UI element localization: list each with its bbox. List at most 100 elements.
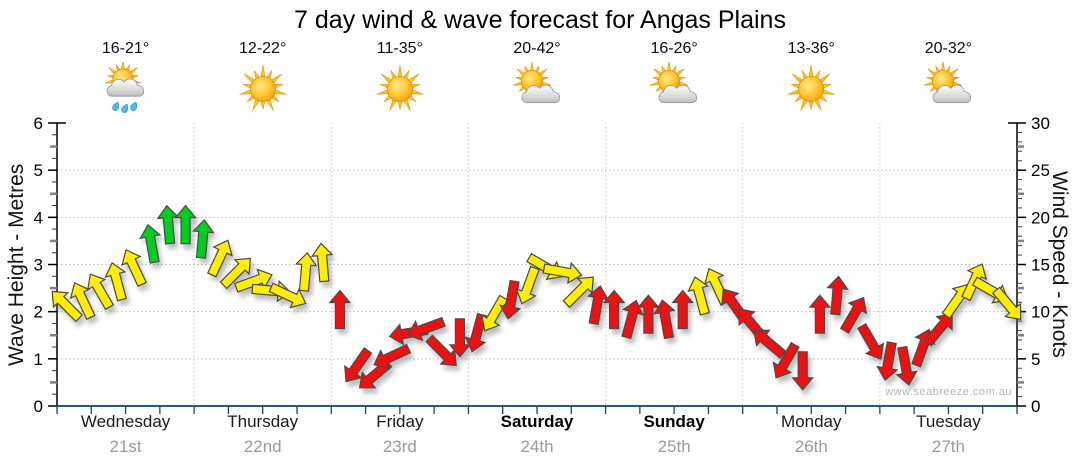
day-name: Sunday xyxy=(643,412,705,431)
wind-speed-axis-title: Wind Speed - Knots xyxy=(1048,171,1071,358)
sun-cloud-icon xyxy=(512,61,561,104)
wave-height-tick-label: 6 xyxy=(34,114,43,133)
wave-height-axis-title: Wave Height - Metres xyxy=(5,163,28,366)
day-forecast: 20-42° xyxy=(472,40,602,116)
wind-arrow xyxy=(653,299,676,340)
wind-arrow xyxy=(310,242,334,283)
wind-arrow-series xyxy=(51,204,1022,391)
wind-arrow xyxy=(294,251,318,292)
temperature-range: 16-21° xyxy=(101,40,150,57)
wind-speed-tick-label: 20 xyxy=(1031,208,1050,227)
day-label: Sunday 25th xyxy=(599,410,749,460)
wind-arrow xyxy=(515,265,540,305)
weather-icon xyxy=(198,62,328,116)
day-name: Thursday xyxy=(227,412,299,431)
temperature-range: 13-36° xyxy=(787,40,835,57)
watermark: www.seabreeze.com.au xyxy=(885,386,1012,398)
weather-icon xyxy=(883,61,1013,116)
wind-arrow xyxy=(839,296,868,334)
day-forecast: 16-21° xyxy=(61,40,191,116)
wind-speed-tick-label: 5 xyxy=(1031,350,1040,369)
wind-speed-tick-label: 0 xyxy=(1031,397,1040,416)
wind-arrow xyxy=(876,341,899,382)
wind-arrow xyxy=(637,294,660,334)
wind-speed-axis: 0 5 10 15 20 25 30 xyxy=(1017,114,1050,416)
wind-arrow xyxy=(268,282,307,309)
sun-cloud-icon xyxy=(924,61,972,104)
day-name: Tuesday xyxy=(916,412,981,431)
wind-speed-tick-label: 25 xyxy=(1031,161,1050,180)
day-date: 22nd xyxy=(243,437,282,456)
temperature-range: 16-26° xyxy=(650,40,698,57)
wind-arrow xyxy=(174,204,197,245)
day-forecast: 11-35° xyxy=(335,40,465,116)
wind-arrow xyxy=(499,279,522,320)
day-date: 21st xyxy=(109,437,142,456)
wind-arrow xyxy=(206,239,233,278)
day-date: 26th xyxy=(794,437,828,456)
wind-arrow xyxy=(373,343,412,370)
sun-cloud-icon xyxy=(650,61,698,104)
wind-arrow xyxy=(991,286,1022,321)
day-name: Monday xyxy=(781,412,842,431)
wave-height-tick-label: 2 xyxy=(34,303,43,322)
weather-icon xyxy=(609,61,739,116)
wind-arrow xyxy=(671,289,694,330)
wind-arrow xyxy=(587,285,610,325)
wave-height-axis: 0 1 2 3 4 5 6 xyxy=(34,114,57,416)
wind-arrow xyxy=(51,290,84,323)
wind-arrow xyxy=(826,275,849,316)
day-label: Wednesday 21st xyxy=(51,410,201,460)
day-label: Saturday 24th xyxy=(462,410,612,460)
wind-arrow xyxy=(753,329,787,360)
wind-arrow xyxy=(857,322,885,360)
day-label: Monday 26th xyxy=(736,410,886,460)
wind-arrow xyxy=(219,257,252,290)
weather-icon xyxy=(335,62,465,116)
day-name: Wednesday xyxy=(80,412,171,431)
wind-arrow xyxy=(344,347,373,383)
wind-arrow xyxy=(156,204,180,245)
wind-arrow xyxy=(791,351,814,391)
temperature-range: 11-35° xyxy=(376,40,423,57)
wind-arrow xyxy=(542,261,583,285)
wind-arrow xyxy=(602,289,626,330)
day-date: 25th xyxy=(657,437,691,456)
wave-height-tick-label: 5 xyxy=(34,161,43,180)
weather-icon xyxy=(746,62,876,116)
wave-height-tick-label: 1 xyxy=(34,350,43,369)
sun-icon xyxy=(239,64,287,111)
day-name: Friday xyxy=(376,412,424,431)
temperature-range: 12-22° xyxy=(239,40,287,57)
weather-icon xyxy=(61,60,191,116)
day-name: Saturday xyxy=(500,412,574,431)
wind-arrow xyxy=(895,345,918,386)
wind-arrow xyxy=(481,294,509,332)
sun-icon xyxy=(376,64,424,111)
wind-arrow xyxy=(86,273,115,311)
day-label: Friday 23rd xyxy=(325,410,475,460)
day-date: 24th xyxy=(520,437,554,456)
temperature-range: 20-32° xyxy=(924,40,973,57)
wind-arrow xyxy=(406,316,446,342)
sun-cloud-rain-icon xyxy=(104,60,144,113)
wind-arrow xyxy=(121,249,148,288)
day-date: 27th xyxy=(931,437,965,456)
day-forecast: 13-36° xyxy=(746,40,876,116)
chart-title: 7 day wind & wave forecast for Angas Pla… xyxy=(294,6,786,34)
wind-arrow xyxy=(687,276,710,316)
wind-arrow xyxy=(772,341,800,379)
wind-arrow xyxy=(139,223,162,264)
day-label: Tuesday 27th xyxy=(873,410,1023,460)
wave-height-tick-label: 4 xyxy=(34,208,43,227)
sun-icon xyxy=(787,64,835,111)
day-date: 23rd xyxy=(382,437,417,456)
time-axis-ticks xyxy=(56,406,1018,414)
wind-arrow xyxy=(808,294,832,334)
wave-height-tick-label: 0 xyxy=(34,397,43,416)
wind-arrow xyxy=(104,261,127,302)
wind-speed-tick-label: 10 xyxy=(1031,303,1050,322)
day-forecast: 16-26° xyxy=(609,40,739,116)
